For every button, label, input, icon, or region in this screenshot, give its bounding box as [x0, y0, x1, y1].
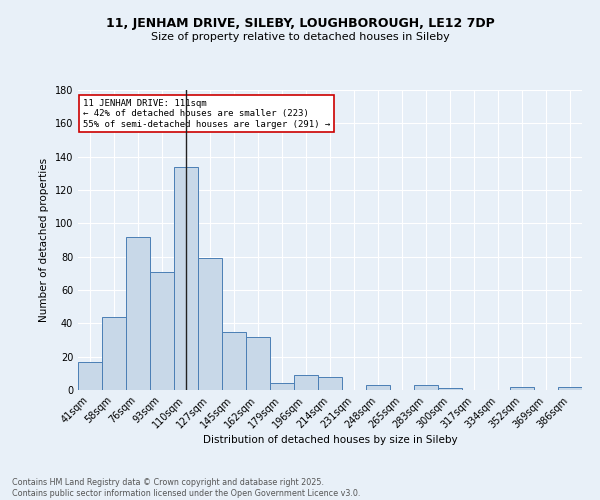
Bar — [198, 258, 222, 390]
Text: 11, JENHAM DRIVE, SILEBY, LOUGHBOROUGH, LE12 7DP: 11, JENHAM DRIVE, SILEBY, LOUGHBOROUGH, … — [106, 18, 494, 30]
Bar — [222, 332, 246, 390]
Bar — [246, 336, 270, 390]
Bar — [294, 375, 318, 390]
Bar — [414, 385, 438, 390]
Y-axis label: Number of detached properties: Number of detached properties — [39, 158, 49, 322]
Bar — [174, 166, 198, 390]
Bar — [126, 236, 150, 390]
Bar — [102, 316, 126, 390]
Text: 11 JENHAM DRIVE: 111sqm
← 42% of detached houses are smaller (223)
55% of semi-d: 11 JENHAM DRIVE: 111sqm ← 42% of detache… — [83, 99, 330, 129]
Bar — [366, 385, 390, 390]
Bar — [558, 386, 582, 390]
Bar — [510, 386, 534, 390]
Bar — [150, 272, 174, 390]
X-axis label: Distribution of detached houses by size in Sileby: Distribution of detached houses by size … — [203, 436, 457, 446]
Bar — [438, 388, 462, 390]
Bar — [270, 384, 294, 390]
Text: Contains HM Land Registry data © Crown copyright and database right 2025.
Contai: Contains HM Land Registry data © Crown c… — [12, 478, 361, 498]
Bar — [78, 362, 102, 390]
Bar — [318, 376, 342, 390]
Text: Size of property relative to detached houses in Sileby: Size of property relative to detached ho… — [151, 32, 449, 42]
